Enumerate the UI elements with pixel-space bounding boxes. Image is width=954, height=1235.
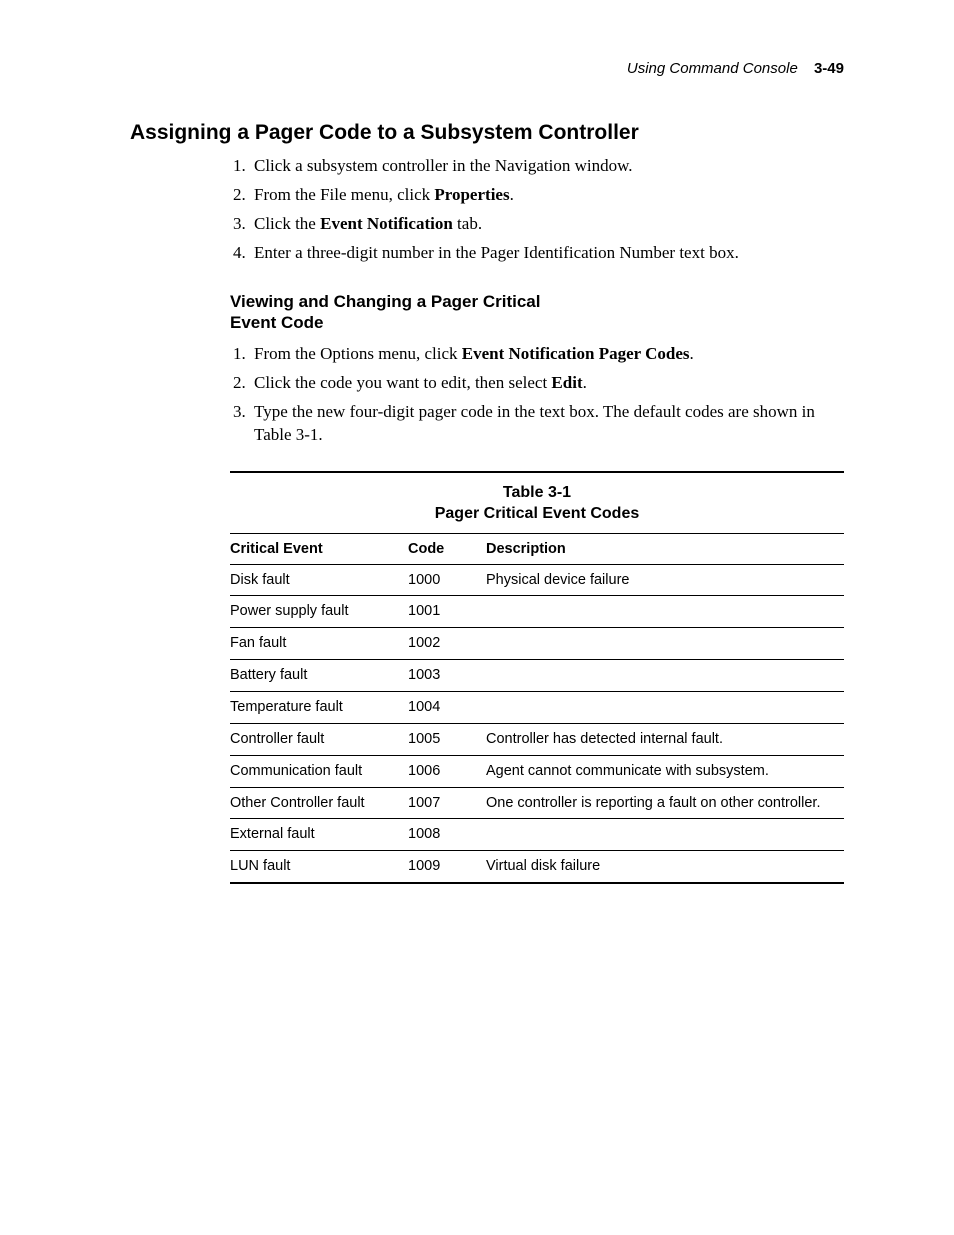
table-row: Communication fault1006Agent cannot comm… bbox=[230, 755, 844, 787]
content-block: Click a subsystem controller in the Navi… bbox=[230, 155, 844, 884]
step-text: Type the new four-digit pager code in th… bbox=[254, 402, 815, 444]
cell-desc bbox=[486, 628, 844, 660]
col-header-code: Code bbox=[408, 533, 486, 564]
step-text: Click the code you want to edit, then se… bbox=[254, 373, 551, 392]
table-row: Fan fault1002 bbox=[230, 628, 844, 660]
cell-code: 1006 bbox=[408, 755, 486, 787]
cell-desc: Agent cannot communicate with subsystem. bbox=[486, 755, 844, 787]
running-title: Using Command Console bbox=[627, 60, 798, 77]
step-text: Enter a three-digit number in the Pager … bbox=[254, 243, 739, 262]
cell-event: Battery fault bbox=[230, 660, 408, 692]
cell-code: 1009 bbox=[408, 851, 486, 882]
table-row: Temperature fault1004 bbox=[230, 691, 844, 723]
cell-event: Disk fault bbox=[230, 564, 408, 596]
cell-code: 1004 bbox=[408, 691, 486, 723]
cell-event: Communication fault bbox=[230, 755, 408, 787]
step-text: . bbox=[690, 344, 694, 363]
step-item: From the Options menu, click Event Notif… bbox=[250, 343, 844, 366]
col-header-desc: Description bbox=[486, 533, 844, 564]
step-text: From the File menu, click bbox=[254, 185, 434, 204]
cell-desc bbox=[486, 691, 844, 723]
cell-code: 1002 bbox=[408, 628, 486, 660]
step-item: From the File menu, click Properties. bbox=[250, 184, 844, 207]
step-item: Click a subsystem controller in the Navi… bbox=[250, 155, 844, 178]
step-item: Type the new four-digit pager code in th… bbox=[250, 401, 844, 447]
table-header-row: Critical Event Code Description bbox=[230, 533, 844, 564]
table-row: Other Controller fault1007One controller… bbox=[230, 787, 844, 819]
step-text: Click a subsystem controller in the Navi… bbox=[254, 156, 633, 175]
cell-desc bbox=[486, 819, 844, 851]
cell-desc bbox=[486, 596, 844, 628]
step-text: tab. bbox=[453, 214, 482, 233]
step-bold: Event Notification Pager Codes bbox=[462, 344, 690, 363]
cell-desc: Controller has detected internal fault. bbox=[486, 723, 844, 755]
cell-desc bbox=[486, 660, 844, 692]
cell-event: Power supply fault bbox=[230, 596, 408, 628]
cell-event: LUN fault bbox=[230, 851, 408, 882]
step-item: Click the code you want to edit, then se… bbox=[250, 372, 844, 395]
cell-code: 1001 bbox=[408, 596, 486, 628]
cell-event: External fault bbox=[230, 819, 408, 851]
cell-code: 1000 bbox=[408, 564, 486, 596]
table-row: Power supply fault1001 bbox=[230, 596, 844, 628]
table-title: Table 3-1 Pager Critical Event Codes bbox=[230, 473, 844, 533]
table-row: LUN fault1009Virtual disk failure bbox=[230, 851, 844, 882]
cell-event: Temperature fault bbox=[230, 691, 408, 723]
table-number: Table 3-1 bbox=[503, 484, 571, 501]
step-text: From the Options menu, click bbox=[254, 344, 462, 363]
cell-event: Fan fault bbox=[230, 628, 408, 660]
step-item: Click the Event Notification tab. bbox=[250, 213, 844, 236]
table-caption: Pager Critical Event Codes bbox=[435, 505, 640, 522]
step-text: . bbox=[510, 185, 514, 204]
table-row: External fault1008 bbox=[230, 819, 844, 851]
page-number: 3-49 bbox=[814, 60, 844, 77]
cell-desc: One controller is reporting a fault on o… bbox=[486, 787, 844, 819]
table-container: Table 3-1 Pager Critical Event Codes Cri… bbox=[230, 471, 844, 884]
cell-code: 1003 bbox=[408, 660, 486, 692]
subsection-heading: Viewing and Changing a Pager Critical Ev… bbox=[230, 291, 590, 334]
section-heading: Assigning a Pager Code to a Subsystem Co… bbox=[130, 121, 844, 145]
cell-desc: Virtual disk failure bbox=[486, 851, 844, 882]
table-row: Disk fault1000Physical device failure bbox=[230, 564, 844, 596]
step-bold: Event Notification bbox=[320, 214, 453, 233]
cell-code: 1005 bbox=[408, 723, 486, 755]
step-item: Enter a three-digit number in the Pager … bbox=[250, 242, 844, 265]
col-header-event: Critical Event bbox=[230, 533, 408, 564]
cell-code: 1008 bbox=[408, 819, 486, 851]
table-row: Battery fault1003 bbox=[230, 660, 844, 692]
steps-list-sub: From the Options menu, click Event Notif… bbox=[230, 343, 844, 447]
cell-event: Other Controller fault bbox=[230, 787, 408, 819]
table-row: Controller fault1005Controller has detec… bbox=[230, 723, 844, 755]
step-bold: Edit bbox=[551, 373, 582, 392]
codes-table: Critical Event Code Description Disk fau… bbox=[230, 533, 844, 882]
step-text: . bbox=[583, 373, 587, 392]
page: Using Command Console 3-49 Assigning a P… bbox=[0, 0, 954, 944]
step-text: Click the bbox=[254, 214, 320, 233]
cell-event: Controller fault bbox=[230, 723, 408, 755]
steps-list-main: Click a subsystem controller in the Navi… bbox=[230, 155, 844, 265]
step-bold: Properties bbox=[434, 185, 509, 204]
running-header: Using Command Console 3-49 bbox=[130, 60, 844, 77]
cell-desc: Physical device failure bbox=[486, 564, 844, 596]
cell-code: 1007 bbox=[408, 787, 486, 819]
